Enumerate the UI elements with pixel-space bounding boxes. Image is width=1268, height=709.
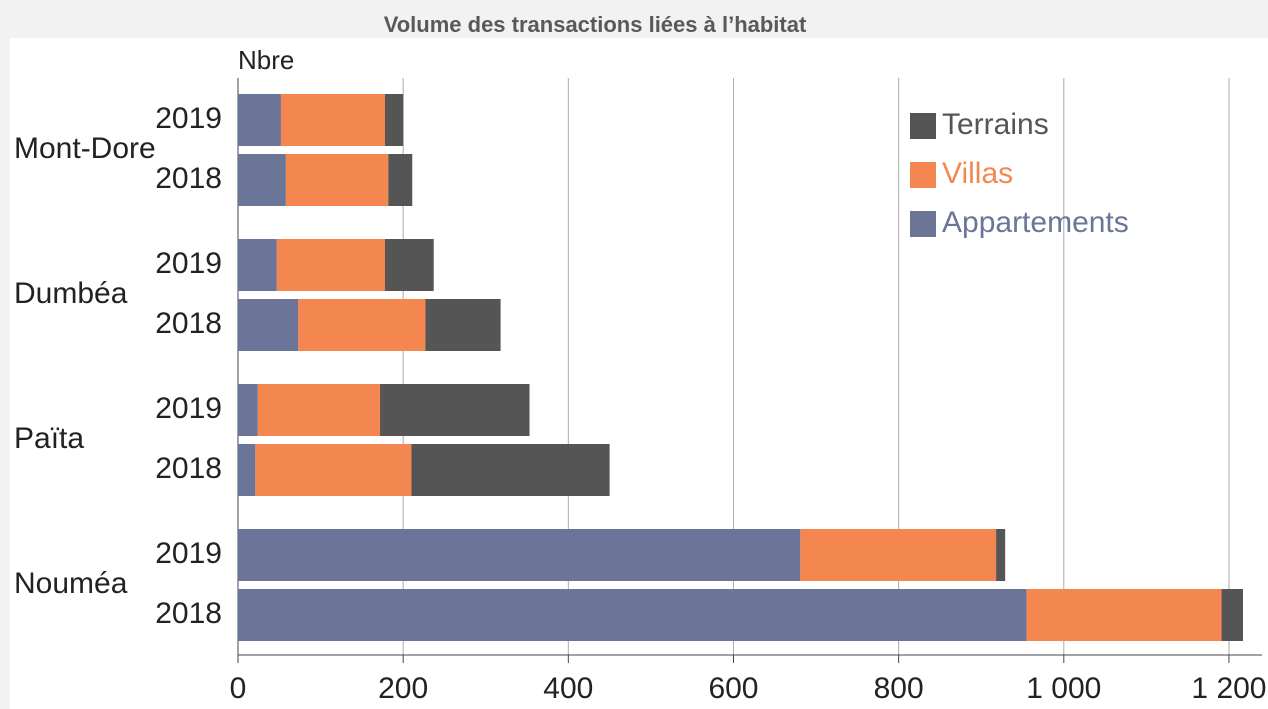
legend-label: Terrains xyxy=(942,108,1049,141)
y-tick-label: 2018 xyxy=(155,162,222,195)
bar-segment xyxy=(411,444,610,496)
bar-segment xyxy=(238,299,299,351)
bar-segment xyxy=(255,444,412,496)
group-label: Mont-Dore xyxy=(14,132,156,165)
y-tick-label: 2018 xyxy=(155,307,222,340)
y-tick-label: 2019 xyxy=(155,247,222,280)
bar-segment xyxy=(238,589,1027,641)
bar-segment xyxy=(276,239,385,291)
x-tick-label: 400 xyxy=(543,672,593,705)
bar-segment xyxy=(238,154,286,206)
x-tick-label: 200 xyxy=(378,672,428,705)
x-tick-label: 0 xyxy=(230,672,247,705)
legend-label: Villas xyxy=(942,157,1013,190)
bar-segment xyxy=(996,529,1006,581)
bar-segment xyxy=(257,384,381,436)
y-tick-label: 2019 xyxy=(155,392,222,425)
bar-segment xyxy=(238,444,256,496)
bar-segment xyxy=(285,154,389,206)
x-tick-label: 800 xyxy=(874,672,924,705)
bar-segment xyxy=(800,529,997,581)
legend-swatch xyxy=(910,211,936,237)
y-tick-label: 2018 xyxy=(155,597,222,630)
bar-segment xyxy=(1221,589,1244,641)
bar-segment xyxy=(384,239,434,291)
bar-segment xyxy=(238,529,801,581)
chart-title: Volume des transactions liées à l’habita… xyxy=(384,12,807,37)
legend-label: Appartements xyxy=(942,206,1129,239)
bar-segment xyxy=(280,94,385,146)
legend-swatch xyxy=(910,113,936,139)
bar-segment xyxy=(238,239,277,291)
bar-segment xyxy=(388,154,413,206)
x-tick-label: 1 000 xyxy=(1026,672,1101,705)
axis-label: Nbre xyxy=(238,45,294,75)
bar-segment xyxy=(425,299,501,351)
bar-segment xyxy=(238,94,281,146)
group-label: Païta xyxy=(14,422,84,455)
y-tick-label: 2018 xyxy=(155,452,222,485)
y-tick-label: 2019 xyxy=(155,102,222,135)
x-tick-label: 600 xyxy=(708,672,758,705)
y-tick-label: 2019 xyxy=(155,537,222,570)
bar-segment xyxy=(384,94,404,146)
x-tick-label: 1 200 xyxy=(1191,672,1266,705)
group-label: Nouméa xyxy=(14,567,128,600)
bar-segment xyxy=(1026,589,1222,641)
bar-segment xyxy=(380,384,530,436)
group-label: Dumbéa xyxy=(14,277,128,310)
legend-swatch xyxy=(910,162,936,188)
bar-segment xyxy=(298,299,426,351)
bar-segment xyxy=(238,384,258,436)
